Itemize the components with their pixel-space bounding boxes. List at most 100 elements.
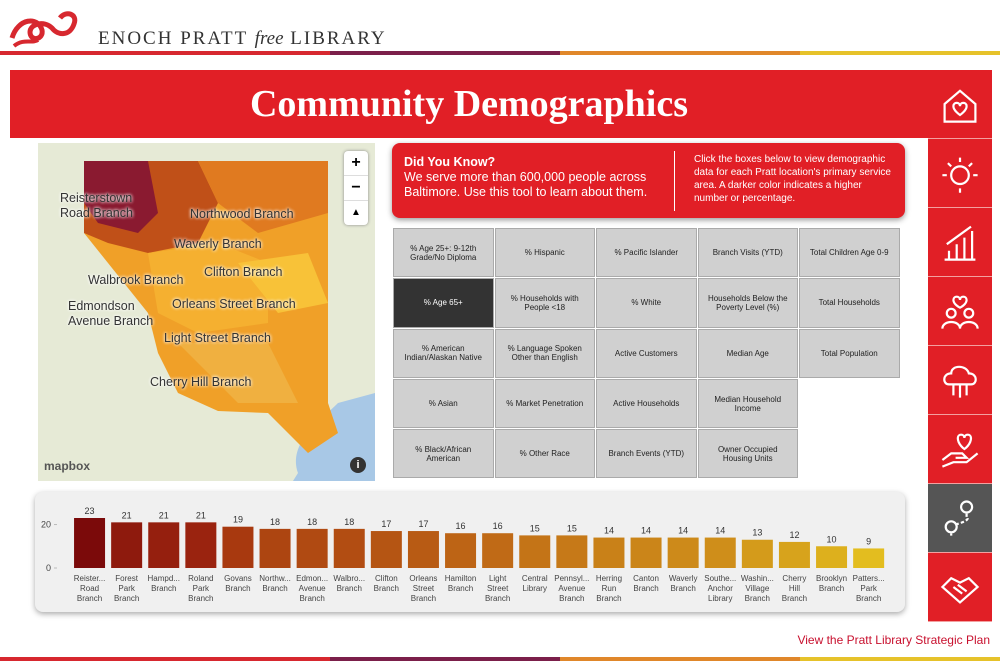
x-tick-label: Hamilton Branch <box>444 574 477 593</box>
demographic-button[interactable]: % Hispanic <box>494 228 595 278</box>
value-label: 17 <box>418 519 428 529</box>
value-label: 21 <box>159 510 169 520</box>
demographic-button[interactable]: Total Households <box>799 278 900 328</box>
demographic-button[interactable]: Active Households <box>596 378 697 429</box>
info-text: We serve more than 600,000 people across… <box>404 170 648 199</box>
bar <box>74 518 106 568</box>
demographic-button[interactable]: % Age 25+: 9-12th Grade/No Diploma <box>393 228 494 278</box>
value-label: 21 <box>122 510 132 520</box>
bar <box>185 522 217 568</box>
sidebar-icon[interactable] <box>928 208 992 277</box>
demographic-button[interactable]: % White <box>596 278 697 328</box>
map-shapes <box>38 143 375 481</box>
demographic-button[interactable]: % American Indian/Alaskan Native <box>393 328 494 378</box>
y-tick-label: 20 <box>41 520 51 530</box>
info-heading: Did You Know? <box>404 155 496 169</box>
value-label: 16 <box>456 521 466 531</box>
bar <box>556 535 588 568</box>
demographic-button[interactable]: % Other Race <box>494 429 595 479</box>
demographic-button[interactable]: % Households with People <18 <box>494 278 595 328</box>
x-tick-label: Hampd... Branch <box>147 574 180 593</box>
x-tick-label: Orleans Street Branch <box>409 574 438 603</box>
demographic-button[interactable]: % Asian <box>393 378 494 429</box>
demographic-button[interactable]: Households Below the Poverty Level (%) <box>697 278 798 328</box>
value-label: 18 <box>270 517 280 527</box>
chart-panel: 0 20 23 21 21 21 19 18 18 18 17 17 16 16 15 15 14 14 14 14 1… <box>35 492 905 612</box>
demographic-button[interactable]: Median Household Income <box>697 378 798 429</box>
icon <box>944 500 974 536</box>
sidebar-icon[interactable] <box>928 553 992 622</box>
zoom-in[interactable]: + <box>351 154 361 171</box>
demographic-button[interactable]: % Pacific Islander <box>596 228 697 278</box>
sidebar-icon[interactable] <box>928 70 992 139</box>
sidebar-icon[interactable] <box>928 277 992 346</box>
map-label: Reisterstown Road Branch <box>60 191 133 220</box>
bar <box>853 548 885 568</box>
demographic-button[interactable]: Total Population <box>799 328 900 378</box>
compass[interactable]: ▲ <box>344 200 368 225</box>
x-tick-label: Southe... Anchor Library <box>704 574 737 603</box>
x-tick-label: Pennsyl... Avenue Branch <box>554 574 590 603</box>
value-label: 14 <box>678 526 688 536</box>
bar <box>778 541 810 568</box>
x-tick-label: Edmon... Avenue Branch <box>296 574 329 603</box>
strategic-plan-link[interactable]: View the Pratt Library Strategic Plan <box>797 633 990 647</box>
value-label: 23 <box>85 506 95 516</box>
x-tick-label: Waverly Branch <box>668 574 698 593</box>
demographic-button[interactable]: Branch Visits (YTD) <box>697 228 798 278</box>
map-attribution[interactable]: mapbox <box>44 459 91 473</box>
sidebar-icon[interactable] <box>928 346 992 415</box>
value-label: 21 <box>196 510 206 520</box>
top-rule <box>0 51 1000 55</box>
x-tick-label: Govans Branch <box>224 574 252 593</box>
icon <box>943 365 977 398</box>
value-label: 15 <box>567 523 577 533</box>
map-label: Orleans Street Branch <box>172 297 296 311</box>
sidebar-icon[interactable] <box>928 484 992 553</box>
logo-name: ENOCH PRATT <box>98 28 248 49</box>
info-box: Did You Know? We serve more than 600,000… <box>392 143 905 218</box>
x-tick-label: Clifton Branch <box>373 574 400 593</box>
demographic-button[interactable]: % Language Spoken Other than English <box>494 328 595 378</box>
x-tick-label: Light Street Branch <box>484 574 511 603</box>
demographic-button[interactable]: Branch Events (YTD) <box>596 429 697 479</box>
icon <box>940 576 980 604</box>
icon <box>944 225 976 261</box>
demographic-button[interactable]: Median Age <box>697 328 798 378</box>
value-label: 18 <box>344 517 354 527</box>
bar <box>519 535 551 568</box>
demographic-button[interactable]: Total Children Age 0-9 <box>799 228 900 278</box>
demographic-button[interactable]: % Black/African American <box>393 429 494 479</box>
bar <box>667 537 699 568</box>
map-info[interactable]: i <box>350 457 366 473</box>
zoom-out[interactable]: − <box>344 175 368 200</box>
x-tick-label: Canton Branch <box>633 574 659 593</box>
x-tick-label: Walbro... Branch <box>333 574 366 593</box>
demographic-button[interactable]: % Market Penetration <box>494 378 595 429</box>
x-tick-label: Forest Park Branch <box>113 574 140 603</box>
demographic-button[interactable]: % Age 65+ <box>393 278 494 328</box>
demographic-button[interactable]: Active Customers <box>596 328 697 378</box>
bar <box>482 533 514 568</box>
logo-free: free <box>254 28 284 49</box>
value-label: 14 <box>715 526 725 536</box>
value-label: 12 <box>789 530 799 540</box>
value-label: 13 <box>752 528 762 538</box>
map[interactable]: Reisterstown Road Branch Northwood Branch… <box>38 143 375 481</box>
value-label: 14 <box>604 526 614 536</box>
x-tick-label: Roland Park Branch <box>188 574 214 603</box>
bar <box>630 537 662 568</box>
bar <box>111 522 143 568</box>
sidebar-icon[interactable] <box>928 139 992 208</box>
map-label: Clifton Branch <box>204 265 283 279</box>
banner-title: Community Demographics <box>249 83 689 125</box>
bar <box>148 522 180 568</box>
demographic-button[interactable]: Owner Occupied Housing Units <box>697 429 798 479</box>
sidebar-icon[interactable] <box>928 415 992 484</box>
logo-mark <box>9 11 78 48</box>
map-label: Walbrook Branch <box>88 273 184 287</box>
map-label: Edmondson Avenue Branch <box>68 299 154 328</box>
value-label: 18 <box>307 517 317 527</box>
x-tick-label: Northw... Branch <box>259 574 291 593</box>
